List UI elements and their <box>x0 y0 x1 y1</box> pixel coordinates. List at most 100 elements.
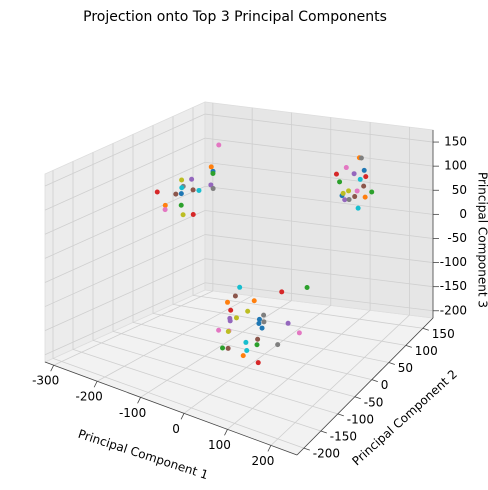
grid-line <box>52 358 304 449</box>
point <box>275 342 281 348</box>
point <box>363 174 369 180</box>
z-tick-label: -100 <box>440 255 467 269</box>
grid-line <box>204 113 434 143</box>
point <box>208 182 214 188</box>
point <box>251 298 257 304</box>
point <box>178 191 184 197</box>
point <box>256 321 262 327</box>
grid-line <box>44 234 206 307</box>
grid-line <box>140 300 292 398</box>
point <box>256 316 262 322</box>
grid-line <box>44 161 206 235</box>
point <box>304 285 310 291</box>
point <box>225 299 231 305</box>
grid-line <box>270 314 410 446</box>
grid-line <box>132 322 372 381</box>
z-axis-label: Principal Component 3 <box>476 172 488 308</box>
point <box>179 177 185 183</box>
point <box>233 315 239 321</box>
point <box>179 185 185 191</box>
x-tick-label: 100 <box>208 438 231 452</box>
y-tick-label: -200 <box>313 447 340 461</box>
point <box>162 207 168 213</box>
y-tick-label: -150 <box>330 430 357 444</box>
point <box>210 170 216 176</box>
point <box>355 205 361 211</box>
y-tick-label: -50 <box>364 395 384 409</box>
grid-line <box>227 309 371 430</box>
point <box>245 308 251 314</box>
grid-line <box>44 137 206 211</box>
grid-line <box>152 313 389 363</box>
point <box>216 327 222 333</box>
grid-line <box>183 305 332 414</box>
point <box>261 319 267 325</box>
grid-line <box>92 340 338 415</box>
tick-mark <box>354 396 361 400</box>
grid-line <box>204 282 434 312</box>
grid-line <box>96 295 253 382</box>
tick-mark <box>267 445 272 452</box>
point <box>208 164 214 170</box>
grid-line <box>44 210 206 283</box>
point <box>352 194 358 200</box>
point <box>254 342 260 348</box>
point <box>340 190 346 196</box>
y-tick-label: 0 <box>381 378 389 392</box>
point <box>346 188 352 194</box>
x-axis-label: Principal Component 1 <box>76 427 210 482</box>
point <box>296 330 302 336</box>
z-tick-label: -50 <box>447 231 467 245</box>
point <box>361 183 367 189</box>
point <box>189 176 195 182</box>
z-tick-label: 100 <box>444 159 467 173</box>
point <box>154 189 160 195</box>
grid-line <box>44 282 206 356</box>
point <box>225 345 231 351</box>
y-tick-label: -100 <box>347 412 374 426</box>
x-axis <box>44 361 298 456</box>
grid-line <box>204 210 434 239</box>
point <box>261 312 267 318</box>
z-tick-label: -150 <box>440 279 467 293</box>
tick-mark <box>137 397 141 404</box>
grid-line <box>204 137 434 167</box>
point <box>196 187 202 193</box>
point <box>190 212 196 218</box>
point <box>237 284 243 290</box>
x-tick-label: -100 <box>119 406 146 420</box>
point <box>210 186 216 192</box>
grid-line <box>204 234 434 263</box>
point <box>220 345 226 351</box>
grid-line <box>204 258 434 288</box>
grid-line <box>44 185 206 259</box>
point <box>369 189 375 195</box>
point <box>173 191 179 197</box>
point <box>333 171 339 177</box>
point <box>362 194 368 200</box>
point <box>361 167 367 173</box>
point <box>232 293 238 299</box>
point <box>337 179 343 185</box>
y-tick-label: 50 <box>398 361 413 375</box>
point <box>244 348 250 354</box>
point <box>180 212 186 218</box>
point <box>225 328 231 334</box>
point <box>228 307 234 313</box>
point <box>346 197 352 203</box>
grid-line <box>44 113 206 187</box>
y-tick-label: 150 <box>432 327 455 341</box>
point <box>178 202 184 208</box>
z-tick-label: -200 <box>440 303 467 317</box>
point <box>243 339 249 345</box>
x-tick-label: 0 <box>172 422 180 436</box>
point <box>227 318 233 324</box>
tick-mark <box>405 345 412 348</box>
grid-line <box>204 185 434 215</box>
tick-mark <box>422 327 429 331</box>
x-tick-label: -200 <box>76 390 103 404</box>
point <box>357 176 363 182</box>
grid-line <box>192 295 423 329</box>
grid-line <box>112 331 355 398</box>
